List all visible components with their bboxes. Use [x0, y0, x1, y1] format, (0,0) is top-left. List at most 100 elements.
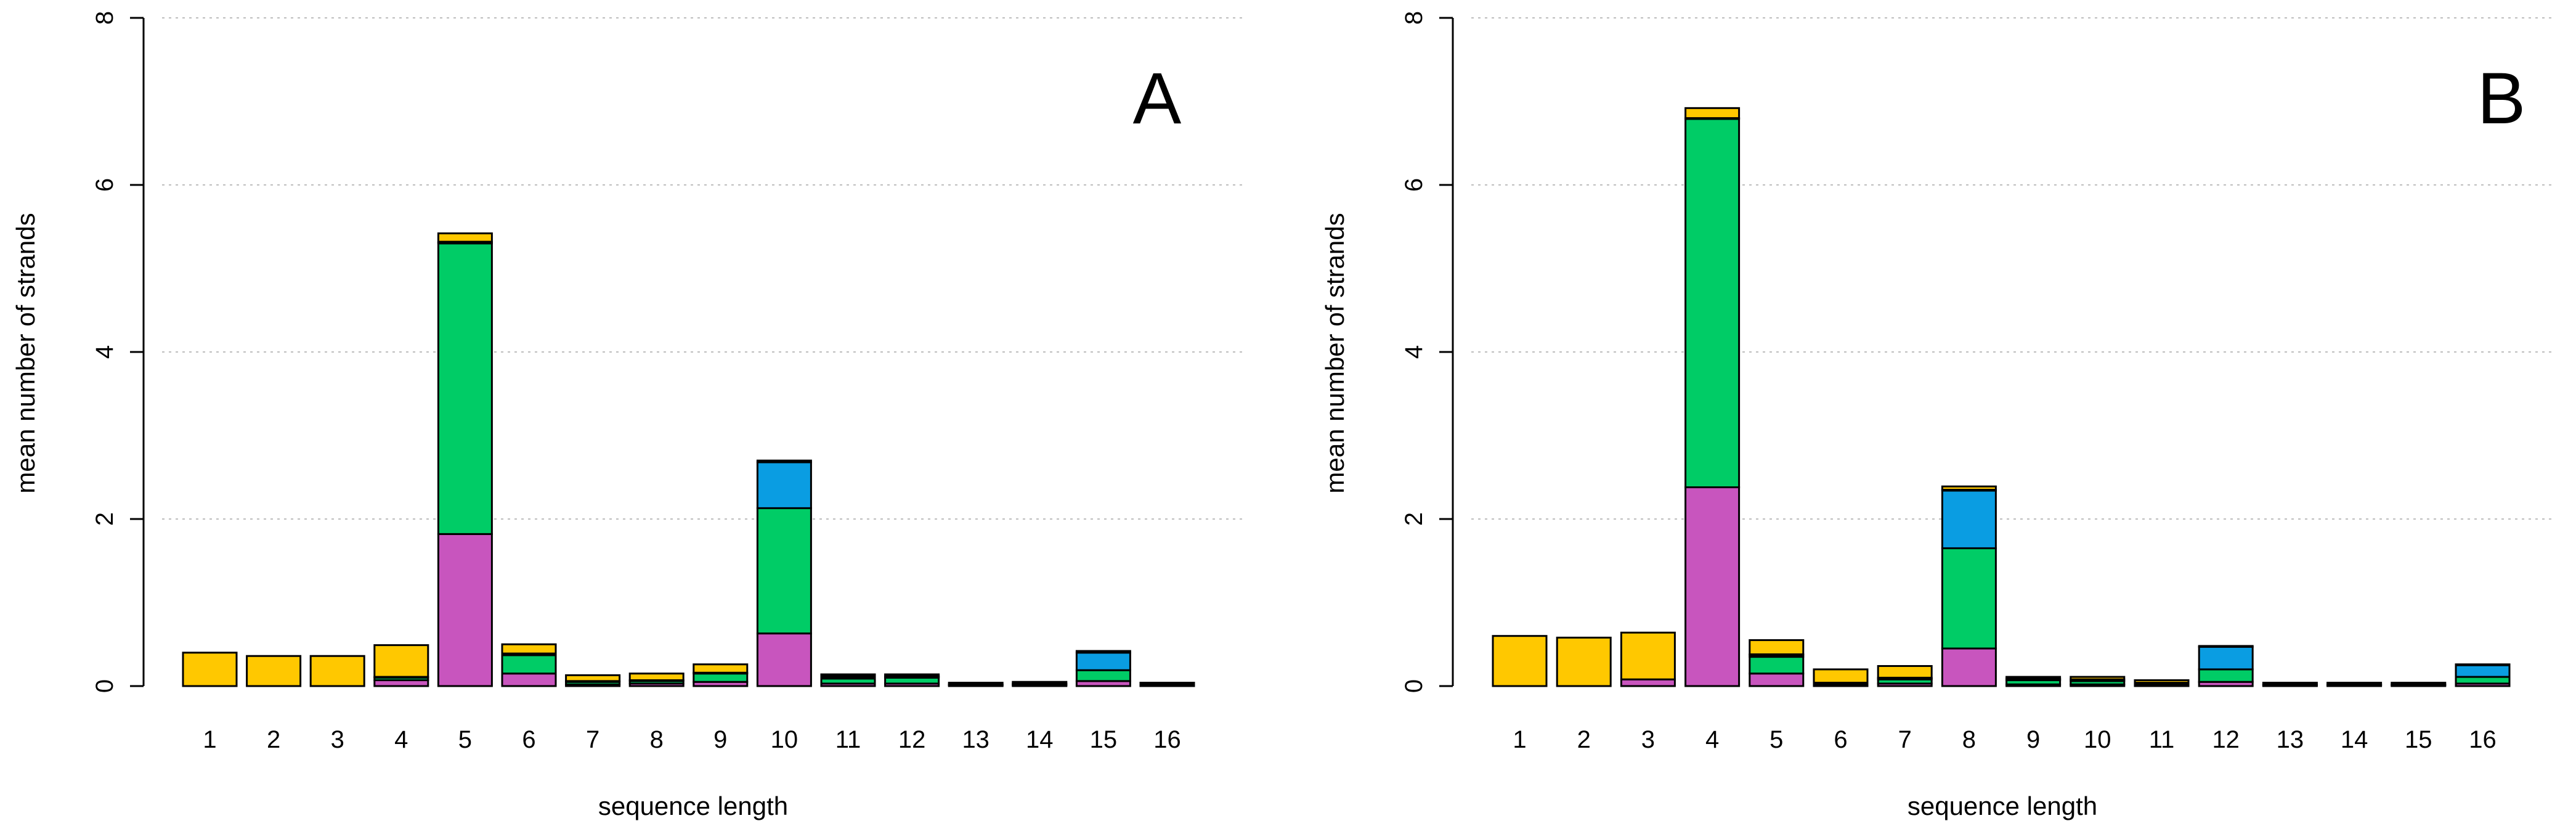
bar-segment-black: [756, 459, 812, 464]
y-tick-label: 0: [1400, 679, 1428, 693]
bar-segment-green: [1684, 118, 1741, 489]
bar-segment-yellow: [565, 674, 621, 682]
y-tick-label: 0: [91, 679, 118, 693]
bar-segment-yellow: [693, 663, 749, 674]
bar-segment-yellow: [2134, 679, 2190, 684]
x-tick-label: 16: [2469, 726, 2497, 753]
x-tick-label: 14: [2341, 726, 2368, 753]
bar-segment-green: [501, 654, 557, 675]
bar-segment-green: [1075, 669, 1131, 682]
x-tick-label: 10: [771, 726, 798, 753]
grid-lines: [162, 17, 1243, 520]
x-tick-label: 8: [1962, 726, 1976, 753]
x-tick-label: 15: [1090, 726, 1118, 753]
bar-segment-yellow: [2005, 676, 2062, 680]
bar-segment-black: [2391, 682, 2447, 685]
y-tick-label: 4: [1400, 345, 1428, 359]
bar-segment-black: [2455, 663, 2511, 666]
y-tick-label: 8: [1400, 11, 1428, 25]
x-axis-label: sequence length: [1908, 791, 2097, 820]
x-tick-label: 15: [2405, 726, 2432, 753]
bar-segment-green: [756, 507, 812, 635]
bar-segment-pink: [437, 533, 493, 687]
x-tick-label: 8: [650, 726, 664, 753]
x-tick-label: 6: [522, 726, 535, 753]
bar-segment-pink: [1684, 486, 1741, 687]
bar-segment-blue: [2455, 664, 2511, 678]
x-tick-label: 11: [835, 726, 861, 753]
y-tick-label: 2: [1400, 512, 1428, 526]
x-axis: 1 2 3 4 5 6 7 8 9 10 11 12 13 14 15 16: [203, 726, 1180, 753]
panel-label: A: [1133, 58, 1182, 139]
x-tick-label: 7: [586, 726, 599, 753]
bar-segment-green: [2455, 676, 2511, 685]
bar-segment-yellow: [1012, 681, 1068, 685]
bar-segment-black: [1075, 650, 1131, 654]
panel-label: B: [2477, 58, 2526, 139]
y-tick-label: 8: [91, 11, 118, 25]
x-tick-label: 4: [1705, 726, 1719, 753]
bar-segment-black: [948, 682, 1004, 685]
x-tick-label: 13: [962, 726, 989, 753]
bar-segment-blue: [2198, 645, 2254, 671]
bar-segment-blue: [756, 461, 812, 509]
bar-segment-yellow: [1620, 631, 1676, 681]
bar-segment-green: [437, 242, 493, 535]
bar-segment-yellow: [437, 232, 493, 243]
bar-segment-yellow: [628, 673, 685, 682]
x-tick-label: 14: [1026, 726, 1054, 753]
y-tick-label: 6: [1400, 178, 1428, 192]
bar-segment-black: [1139, 682, 1195, 685]
y-tick-label: 4: [91, 345, 118, 359]
bar-segment-yellow: [1877, 664, 1933, 679]
bar-segment-black: [2326, 682, 2383, 685]
bar-segment-yellow: [1556, 636, 1612, 687]
x-axis: 1 2 3 4 5 6 7 8 9 10 11 12 13 14 15 16: [1513, 726, 2496, 753]
x-tick-label: 7: [1898, 726, 1912, 753]
x-tick-label: 13: [2277, 726, 2304, 753]
x-tick-label: 9: [713, 726, 727, 753]
bar-segment-blue: [1941, 489, 1997, 549]
bar-segment-pink: [1941, 647, 1997, 687]
x-tick-label: 9: [2026, 726, 2040, 753]
y-axis-label: mean number of strands: [1320, 213, 1349, 493]
bar-segment-pink: [1749, 673, 1805, 687]
y-axis: 0 2 4 6 8: [1400, 11, 1454, 693]
x-tick-label: 2: [1577, 726, 1591, 753]
x-tick-label: 1: [203, 726, 216, 753]
bar-segment-green: [2198, 668, 2254, 683]
x-tick-label: 6: [1834, 726, 1847, 753]
x-axis-label: sequence length: [598, 791, 788, 820]
x-tick-label: 3: [1641, 726, 1655, 753]
bar-segment-yellow: [1749, 639, 1805, 656]
bar-segment-yellow: [373, 644, 429, 678]
x-tick-label: 4: [394, 726, 408, 753]
y-axis: 0 2 4 6 8: [91, 11, 145, 693]
bar-segment-blue: [1075, 652, 1131, 671]
grid-lines: [1471, 17, 2553, 520]
bar-segment-pink: [756, 632, 812, 687]
bar-segment-green: [1941, 547, 1997, 650]
bar-segment-yellow: [820, 673, 876, 677]
bar-segment-yellow: [501, 643, 557, 655]
bar-segment-pink: [501, 673, 557, 687]
bar-segment-yellow: [246, 655, 302, 687]
bar-segment-green: [693, 673, 749, 683]
x-tick-label: 11: [2149, 726, 2175, 753]
x-tick-label: 3: [331, 726, 344, 753]
x-tick-label: 5: [1769, 726, 1783, 753]
x-tick-label: 10: [2084, 726, 2111, 753]
bars: [182, 232, 1195, 687]
bar-segment-yellow: [884, 673, 940, 677]
bar-segment-pink: [1620, 678, 1676, 687]
bar-segment-black: [2262, 682, 2318, 685]
y-tick-label: 2: [91, 512, 118, 526]
y-axis-label: mean number of strands: [11, 213, 40, 493]
y-tick-label: 6: [91, 178, 118, 192]
bar-segment-yellow: [2070, 676, 2126, 681]
bar-segment-black: [2198, 645, 2254, 648]
x-tick-label: 2: [267, 726, 280, 753]
